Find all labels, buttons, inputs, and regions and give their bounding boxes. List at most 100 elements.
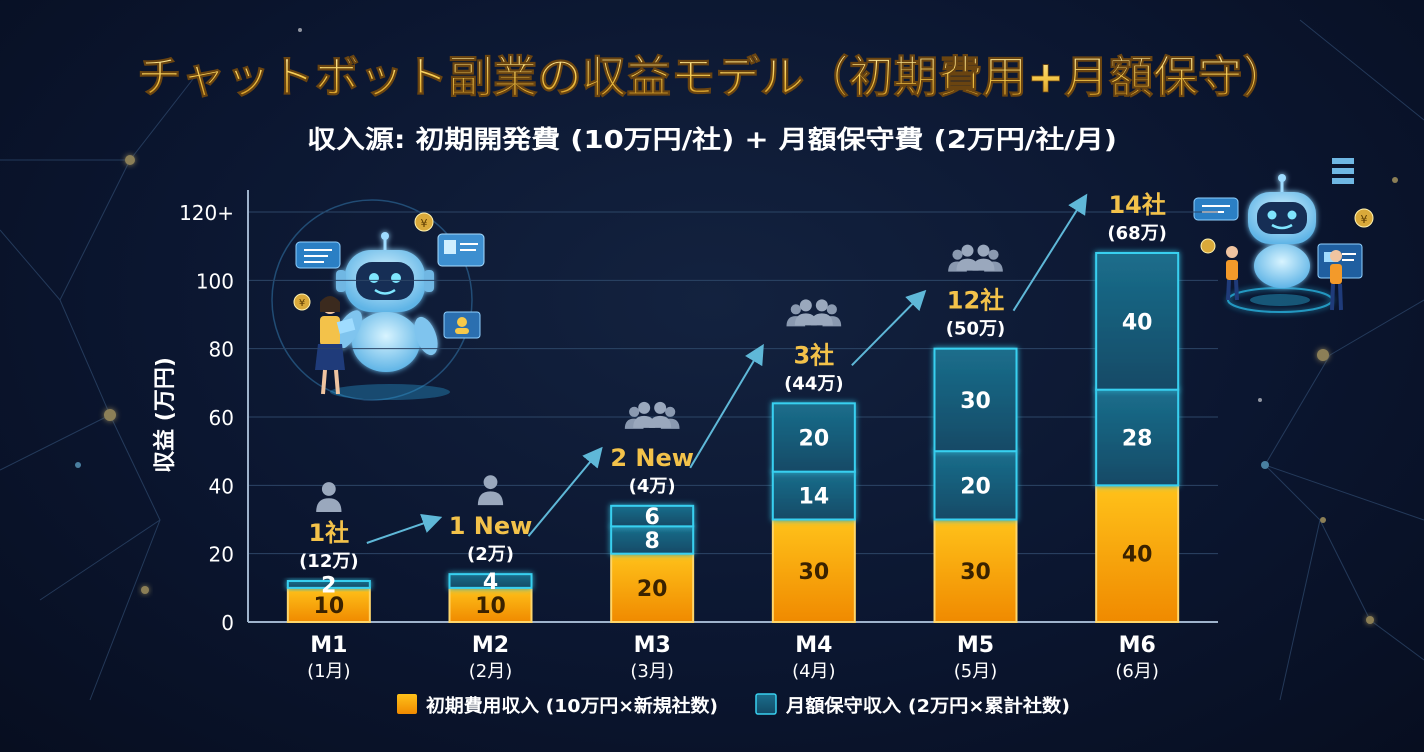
bar-segment-initial-fee: 30 bbox=[933, 518, 1018, 623]
bar-rect bbox=[1095, 252, 1180, 391]
y-tick-label: 60 bbox=[209, 406, 234, 430]
arrow-icon bbox=[851, 289, 927, 367]
person-icon bbox=[477, 475, 504, 506]
bar-rect bbox=[771, 402, 856, 473]
y-tick-label: 0 bbox=[221, 611, 234, 635]
chat-bubble-icon bbox=[1193, 197, 1239, 221]
annotation-3: 2 New (4万) bbox=[610, 401, 694, 497]
x-axis-labels: M1 (1月) M2 (2月) M3 (3月) M4 (4月) M5 (5月) M6 (6月) bbox=[307, 633, 1159, 682]
annotation-6: 14社 (68万) bbox=[1107, 191, 1167, 244]
bar-value-label: 40 bbox=[1122, 543, 1153, 568]
arrow-icon bbox=[689, 343, 764, 469]
annotation-2: 1 New (2万) bbox=[449, 475, 533, 565]
arrow-icon bbox=[527, 446, 603, 537]
annotation-sub: (2万) bbox=[467, 544, 514, 565]
x-tick-sublabel: (4月) bbox=[792, 661, 836, 682]
bar-rect bbox=[286, 580, 371, 589]
page-title: チャットボット副業の収益モデル（初期費用+月額保守） bbox=[137, 52, 1287, 103]
bar-value-label: 10 bbox=[314, 594, 345, 619]
bar-annotations: 1社 (12万) 1 New (2万) 2 New (4万) 3社 (44万) 12社 (50万)… bbox=[299, 191, 1167, 572]
bar-value-label: 40 bbox=[1122, 310, 1153, 335]
x-tick-sublabel: (3月) bbox=[630, 661, 674, 682]
svg-text:¥: ¥ bbox=[299, 298, 305, 309]
svg-text:¥: ¥ bbox=[421, 217, 428, 230]
y-tick-label: 80 bbox=[209, 338, 234, 362]
x-tick-sublabel: (2月) bbox=[469, 661, 513, 682]
bar-value-label: 30 bbox=[960, 389, 991, 414]
x-tick-label: M6 bbox=[1119, 633, 1156, 658]
bar-value-label: 2 bbox=[321, 573, 336, 598]
person-presenting-icon bbox=[1226, 246, 1343, 311]
robot-illustration-right: ¥ bbox=[1193, 158, 1374, 313]
background-network bbox=[0, 19, 1424, 701]
x-tick-label: M2 bbox=[472, 633, 509, 658]
legend-item-initial-fee: 初期費用収入 (10万円×新規社数) bbox=[397, 694, 718, 717]
annotation-sub: (68万) bbox=[1107, 223, 1167, 244]
bar-segment-maintenance: 28 bbox=[1095, 388, 1180, 487]
bar-rect bbox=[933, 347, 1018, 453]
bar-segment-maintenance: 30 bbox=[933, 347, 1018, 453]
annotation-label: 14社 bbox=[1108, 191, 1165, 219]
annotation-label: 1 New bbox=[449, 512, 533, 540]
profile-card-icon bbox=[437, 233, 485, 339]
y-tick-label: 100 bbox=[196, 269, 234, 293]
annotation-label: 1社 bbox=[308, 519, 349, 547]
legend-label-initial-fee: 初期費用収入 (10万円×新規社数) bbox=[426, 695, 718, 717]
bar-value-label: 20 bbox=[637, 577, 668, 602]
arrow-icon bbox=[1012, 193, 1088, 312]
bar-segment-maintenance: 8 bbox=[610, 525, 695, 555]
arrow-icon bbox=[366, 513, 443, 544]
svg-text:¥: ¥ bbox=[1361, 213, 1368, 226]
bar-segment-initial-fee: 10 bbox=[286, 586, 371, 623]
group-icon bbox=[624, 401, 680, 429]
group-icon bbox=[786, 299, 842, 327]
bar-rect bbox=[771, 470, 856, 521]
bar-segment-initial-fee: 10 bbox=[448, 586, 533, 623]
annotation-sub: (50万) bbox=[946, 319, 1006, 340]
bar-segment-initial-fee: 30 bbox=[771, 518, 856, 623]
legend-item-maintenance: 月額保守収入 (2万円×累計社数) bbox=[755, 693, 1070, 717]
group-icon bbox=[948, 244, 1003, 272]
annotation-5: 12社 (50万) bbox=[946, 244, 1006, 340]
server-stack-icon bbox=[1332, 158, 1354, 184]
chat-bubble-icon bbox=[295, 241, 341, 269]
bar-value-label: 28 bbox=[1122, 427, 1153, 452]
bar-segment-maintenance: 20 bbox=[933, 450, 1018, 521]
annotation-label: 2 New bbox=[610, 444, 694, 472]
robot-icon bbox=[1248, 174, 1316, 288]
robot-illustration-left: ¥ ¥ bbox=[271, 199, 485, 401]
bar-segment-maintenance: 2 bbox=[286, 573, 371, 598]
x-tick-label: M1 bbox=[310, 633, 347, 658]
bar-segment-maintenance: 20 bbox=[771, 402, 856, 473]
annotation-sub: (44万) bbox=[784, 373, 844, 394]
bar-segment-maintenance: 14 bbox=[771, 470, 856, 521]
page-subtitle: 収入源: 初期開発費 (10万円/社) + 月額保守費 (2万円/社/月) bbox=[307, 125, 1117, 154]
x-tick-label: M3 bbox=[634, 633, 671, 658]
bar-value-label: 20 bbox=[799, 427, 830, 452]
chart-axes: 0 20 40 60 80 100 120+ bbox=[179, 190, 1218, 635]
bar-value-label: 20 bbox=[960, 474, 991, 499]
yen-coin-icon: ¥ bbox=[1200, 208, 1374, 254]
bar-rect bbox=[933, 450, 1018, 521]
annotation-label: 3社 bbox=[793, 341, 834, 369]
yen-coin-icon: ¥ ¥ bbox=[293, 212, 434, 311]
bar-value-label: 30 bbox=[960, 560, 991, 585]
y-axis-title: 収益 (万円) bbox=[152, 357, 178, 473]
legend-label-maintenance: 月額保守収入 (2万円×累計社数) bbox=[785, 695, 1070, 717]
bar-rect bbox=[610, 504, 695, 528]
bar-segment-maintenance: 4 bbox=[448, 570, 533, 595]
x-tick-sublabel: (5月) bbox=[954, 661, 998, 682]
chart-legend: 初期費用収入 (10万円×新規社数) 月額保守収入 (2万円×累計社数) bbox=[397, 693, 1070, 717]
bar-value-label: 6 bbox=[645, 505, 660, 530]
annotation-label: 12社 bbox=[947, 287, 1004, 315]
bar-rect bbox=[1095, 388, 1180, 487]
woman-with-tablet-icon bbox=[315, 296, 356, 395]
annotation-1: 1社 (12万) bbox=[299, 482, 359, 572]
x-tick-sublabel: (6月) bbox=[1115, 661, 1159, 682]
bar-segment-initial-fee: 40 bbox=[1095, 484, 1180, 624]
y-tick-label: 40 bbox=[209, 474, 234, 498]
annotation-sub: (12万) bbox=[299, 551, 359, 572]
bar-rect bbox=[933, 518, 1018, 623]
bar-segment-maintenance: 6 bbox=[610, 504, 695, 530]
